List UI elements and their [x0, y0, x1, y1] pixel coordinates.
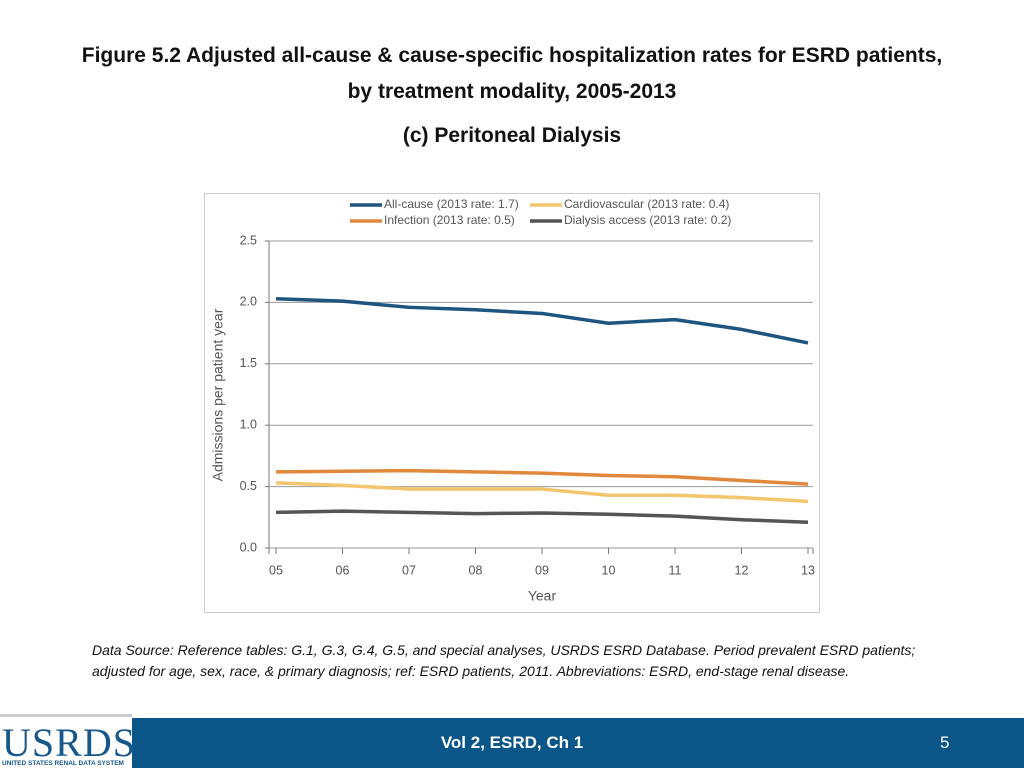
y-tick-label: 1.5: [240, 356, 257, 370]
x-tick-label: 10: [602, 563, 616, 577]
y-tick-label: 0.5: [240, 479, 257, 493]
page-number: 5: [940, 733, 950, 752]
x-tick-label: 06: [336, 563, 350, 577]
x-tick-label: 09: [535, 563, 549, 577]
y-tick-label: 2.0: [240, 295, 257, 309]
logo-text: USRDS: [2, 720, 136, 765]
series-line: [275, 481, 809, 504]
x-tick-label: 05: [269, 563, 283, 577]
y-tick-label: 1.0: [240, 417, 257, 431]
y-tick-label: 2.5: [240, 233, 257, 247]
x-tick-label: 08: [469, 563, 483, 577]
legend-label: All-cause (2013 rate: 1.7): [384, 197, 519, 211]
series-line: [275, 468, 809, 486]
chart-frame: [204, 193, 820, 613]
title-line: by treatment modality, 2005-2013: [347, 80, 677, 103]
subtitle: (c) Peritoneal Dialysis: [402, 124, 622, 147]
legend-label: Cardiovascular (2013 rate: 0.4): [564, 197, 729, 211]
legend-label: Infection (2013 rate: 0.5): [384, 213, 515, 227]
series-line: [275, 296, 809, 345]
legend-label: Dialysis access (2013 rate: 0.2): [564, 213, 731, 227]
x-tick-label: 13: [801, 563, 815, 577]
y-tick-label: 0.0: [240, 540, 257, 554]
logo-subtitle: UNITED STATES RENAL DATA SYSTEM: [2, 760, 124, 767]
chart: Year Admissions per patient year 0.0 0.5 1…: [204, 193, 820, 613]
footer-text: Vol 2, ESRD, Ch 1: [440, 733, 584, 752]
footer-bar: [0, 718, 1024, 768]
x-tick-label: 11: [669, 563, 682, 577]
logo: USRDS UNITED STATES RENAL DATA SYSTEM: [0, 714, 135, 771]
series-line: [275, 509, 809, 524]
y-axis-label: Admissions per patient year: [210, 308, 226, 481]
footnote: Data Source: Reference tables: G.1, G.3,…: [92, 642, 916, 679]
title-line: Figure 5.2 Adjusted all-cause & cause-sp…: [81, 44, 943, 67]
x-tick-label: 07: [402, 563, 416, 577]
x-tick-label: 12: [735, 563, 749, 577]
x-axis-label: Year: [528, 588, 557, 604]
